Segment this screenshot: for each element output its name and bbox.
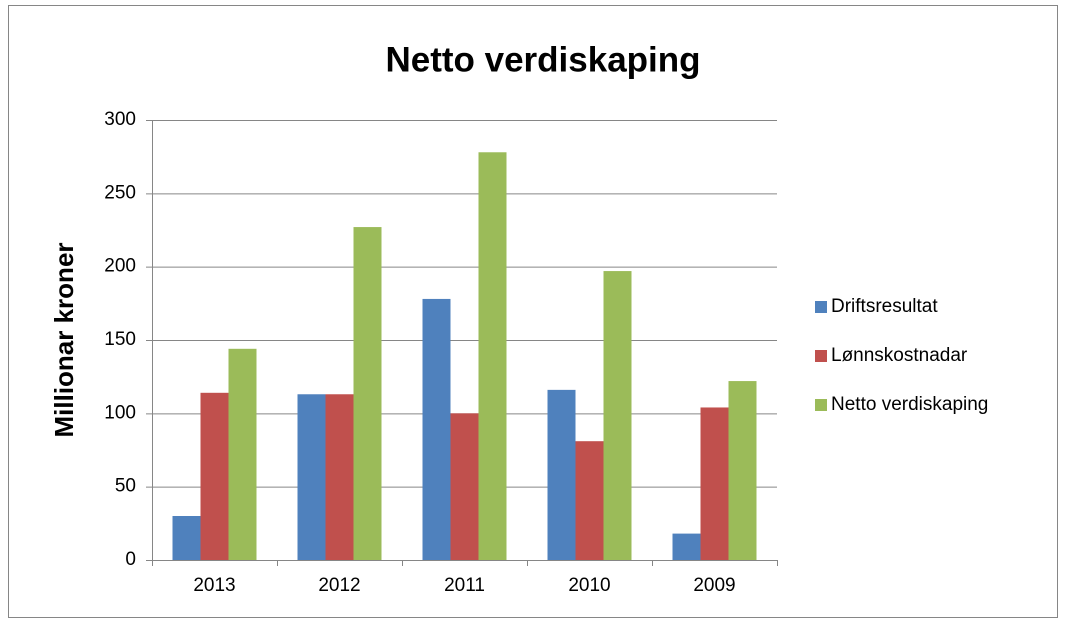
legend-swatch [815,301,827,313]
bar [172,516,201,560]
legend-swatch [815,350,827,362]
legend-label: Lønnskostnadar [831,345,968,366]
bar [603,271,632,560]
bar [297,394,326,560]
y-tick-label: 0 [125,549,136,570]
legend-label: Netto verdiskaping [831,394,988,415]
bar [200,392,229,560]
bar [547,389,576,560]
y-tick-label: 250 [104,182,136,203]
legend-label: Driftsresultat [831,296,938,317]
bar [700,407,729,560]
chart-frame [8,5,1058,618]
x-tick-label: 2010 [568,575,610,596]
x-tick-label: 2013 [193,575,235,596]
bar [450,413,479,560]
y-tick-label: 50 [115,476,136,497]
y-tick-label: 100 [104,402,136,423]
bar [575,441,604,560]
y-tick-label: 300 [104,109,136,130]
x-tick-label: 2012 [318,575,360,596]
bar [353,227,382,561]
y-tick-label: 200 [104,256,136,277]
bar [672,533,701,560]
bar [478,152,507,560]
bar [728,381,757,560]
y-axis-label: Millionar kroner [49,242,79,437]
y-tick-label: 150 [104,329,136,350]
bar [228,348,257,560]
bar [422,298,451,560]
x-tick-label: 2009 [693,575,735,596]
legend-swatch [815,399,827,411]
x-tick-label: 2011 [444,575,485,596]
chart-title: Netto verdiskaping [385,40,700,79]
bar [325,394,354,560]
